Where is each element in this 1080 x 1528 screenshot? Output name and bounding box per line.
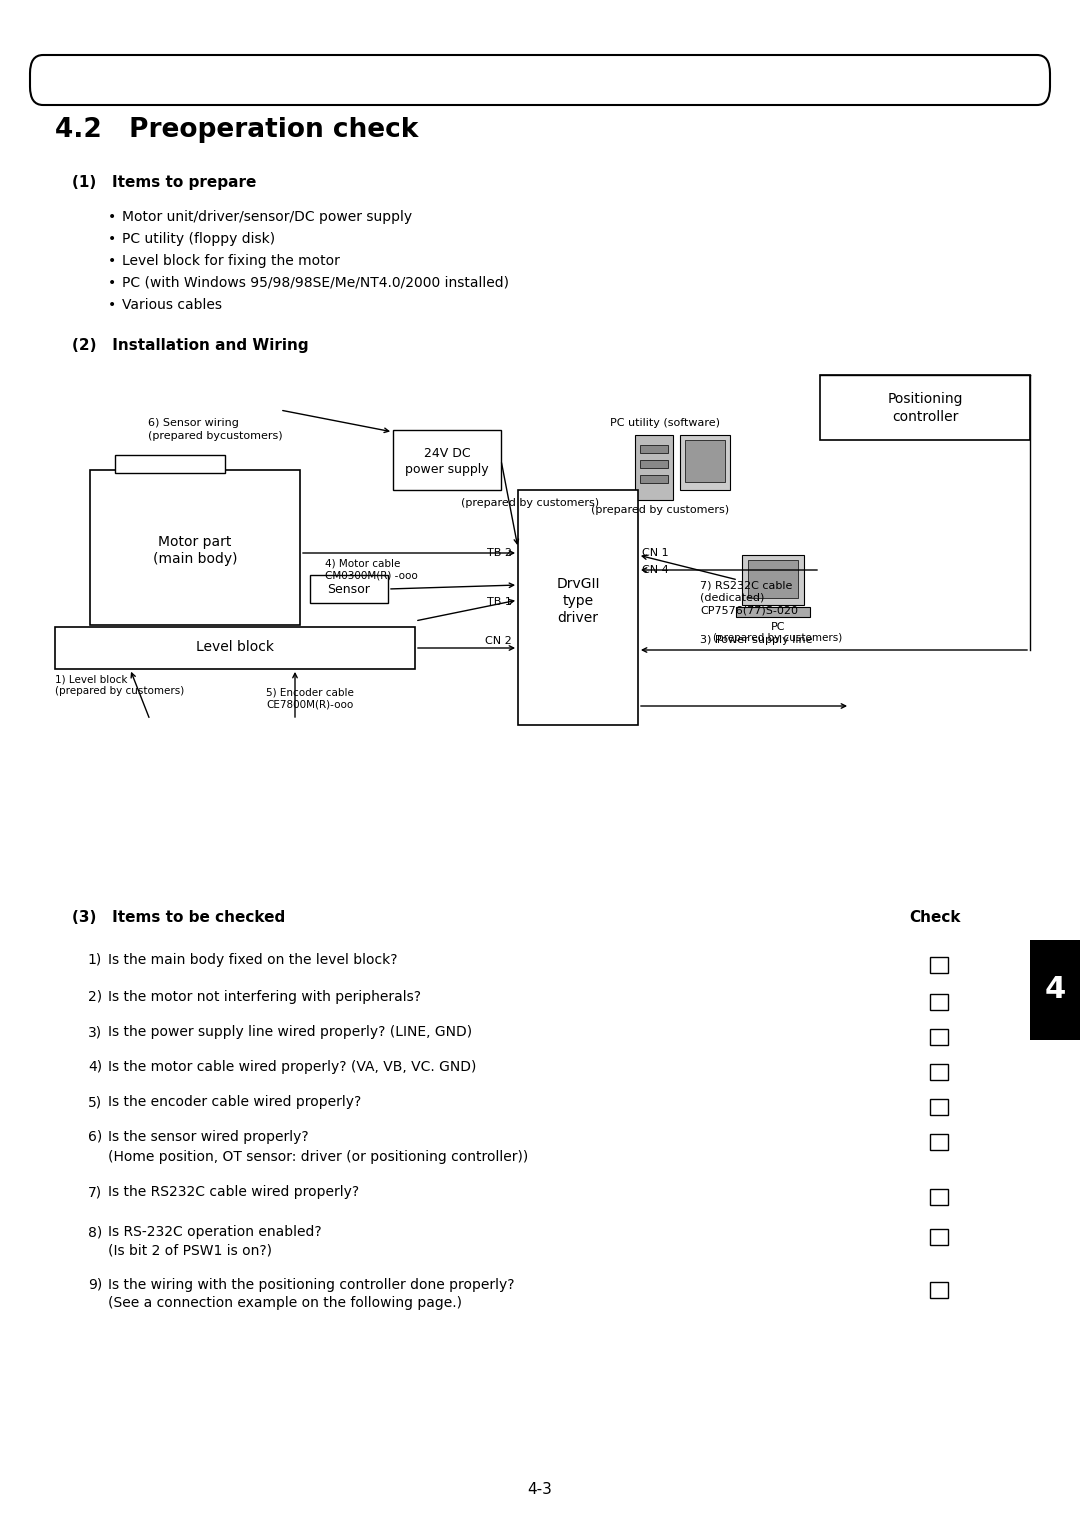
Text: PC utility (software): PC utility (software) [610, 419, 720, 428]
Text: PC (with Windows 95/98/98SE/Me/NT4.0/2000 installed): PC (with Windows 95/98/98SE/Me/NT4.0/200… [122, 277, 509, 290]
Text: •: • [108, 232, 117, 246]
Text: •: • [108, 254, 117, 267]
Text: Is RS-232C operation enabled?: Is RS-232C operation enabled? [108, 1225, 322, 1239]
Bar [640, 475, 669, 483]
Text: 5) Encoder cable: 5) Encoder cable [266, 688, 354, 698]
Bar [930, 995, 948, 1010]
Text: 4-3: 4-3 [527, 1482, 553, 1497]
Text: 1) Level block: 1) Level block [55, 674, 127, 685]
Bar [310, 575, 388, 604]
Text: 3): 3) [87, 1025, 102, 1039]
Text: Is the motor not interfering with peripherals?: Is the motor not interfering with periph… [108, 990, 421, 1004]
Text: (See a connection example on the following page.): (See a connection example on the followi… [108, 1296, 462, 1309]
Text: Is the RS232C cable wired properly?: Is the RS232C cable wired properly? [108, 1186, 360, 1199]
Text: 7) RS232C cable: 7) RS232C cable [700, 581, 793, 590]
Text: 4.2   Preoperation check: 4.2 Preoperation check [55, 118, 418, 144]
Bar [640, 460, 669, 468]
Text: Is the sensor wired properly?: Is the sensor wired properly? [108, 1131, 309, 1144]
Text: Level block for fixing the motor: Level block for fixing the motor [122, 254, 340, 267]
Bar [820, 374, 1030, 440]
Text: DrvGII: DrvGII [556, 578, 599, 591]
Bar [635, 435, 673, 500]
Bar [1030, 940, 1080, 1041]
Bar [90, 471, 300, 625]
Text: CP7576(77)S-020: CP7576(77)S-020 [700, 607, 798, 616]
Text: (1)   Items to prepare: (1) Items to prepare [72, 176, 256, 189]
Text: PC utility (floppy disk): PC utility (floppy disk) [122, 232, 275, 246]
Text: CN 4: CN 4 [642, 565, 669, 575]
Text: (prepared by customers): (prepared by customers) [714, 633, 842, 643]
Text: Is the motor cable wired properly? (VA, VB, VC. GND): Is the motor cable wired properly? (VA, … [108, 1060, 476, 1074]
Text: (3)   Items to be checked: (3) Items to be checked [72, 911, 285, 924]
Bar [685, 440, 725, 481]
Text: 6) Sensor wiring: 6) Sensor wiring [148, 419, 239, 428]
Text: 6): 6) [87, 1131, 102, 1144]
Text: Motor unit/driver/sensor/DC power supply: Motor unit/driver/sensor/DC power supply [122, 209, 413, 225]
Text: driver: driver [557, 611, 598, 625]
Text: TB 1: TB 1 [487, 597, 512, 607]
Text: 4: 4 [1044, 975, 1066, 1004]
Bar [930, 1099, 948, 1115]
Bar [930, 1189, 948, 1206]
Bar [930, 1229, 948, 1245]
Text: 4) Motor cable: 4) Motor cable [325, 558, 401, 568]
Text: 24V DC: 24V DC [423, 448, 470, 460]
Text: (prepared by customers): (prepared by customers) [591, 504, 729, 515]
Text: CN 1: CN 1 [642, 549, 669, 558]
Bar [930, 1063, 948, 1080]
Bar [930, 1134, 948, 1151]
Text: •: • [108, 277, 117, 290]
Text: (main body): (main body) [152, 552, 238, 565]
Text: 9): 9) [87, 1277, 102, 1293]
Text: Is the wiring with the positioning controller done properly?: Is the wiring with the positioning contr… [108, 1277, 514, 1293]
Text: Motor part: Motor part [159, 535, 232, 549]
Text: type: type [563, 594, 594, 608]
Text: 4): 4) [87, 1060, 102, 1074]
Text: (dedicated): (dedicated) [700, 593, 765, 604]
Text: CM0300M(R) -ooo: CM0300M(R) -ooo [325, 570, 418, 581]
Text: Sensor: Sensor [327, 584, 370, 596]
Text: Check: Check [909, 911, 961, 924]
Text: 5): 5) [87, 1096, 102, 1109]
Bar [393, 429, 501, 490]
Bar [742, 555, 804, 605]
Text: (prepared by customers): (prepared by customers) [461, 498, 599, 507]
Text: 7): 7) [87, 1186, 102, 1199]
Text: PC: PC [771, 622, 785, 633]
Bar [930, 1028, 948, 1045]
Text: 8): 8) [87, 1225, 102, 1239]
Text: (Home position, OT sensor: driver (or positioning controller)): (Home position, OT sensor: driver (or po… [108, 1151, 528, 1164]
Text: •: • [108, 209, 117, 225]
FancyBboxPatch shape [30, 55, 1050, 105]
Text: Level block: Level block [195, 640, 274, 654]
Bar [114, 455, 225, 474]
Text: 2): 2) [87, 990, 102, 1004]
Text: Various cables: Various cables [122, 298, 222, 312]
Text: power supply: power supply [405, 463, 489, 477]
Text: controller: controller [892, 410, 958, 423]
Bar [55, 626, 415, 669]
Text: (prepared bycustomers): (prepared bycustomers) [148, 431, 283, 442]
Text: (Is bit 2 of PSW1 is on?): (Is bit 2 of PSW1 is on?) [108, 1242, 272, 1258]
Text: 1): 1) [87, 953, 102, 967]
Text: (prepared by customers): (prepared by customers) [55, 686, 185, 695]
Text: 3) Power supply line: 3) Power supply line [700, 636, 812, 645]
Text: CE7800M(R)-ooo: CE7800M(R)-ooo [267, 700, 353, 711]
Text: CN 2: CN 2 [485, 636, 512, 646]
Bar [640, 445, 669, 452]
Text: (2)   Installation and Wiring: (2) Installation and Wiring [72, 338, 309, 353]
Bar [930, 957, 948, 973]
Bar [930, 1282, 948, 1297]
Text: Is the main body fixed on the level block?: Is the main body fixed on the level bloc… [108, 953, 397, 967]
Text: Is the power supply line wired properly? (LINE, GND): Is the power supply line wired properly?… [108, 1025, 472, 1039]
Bar [518, 490, 638, 724]
Bar [680, 435, 730, 490]
Bar [748, 559, 798, 597]
Text: Positioning: Positioning [888, 393, 962, 406]
Text: TB 2: TB 2 [487, 549, 512, 558]
Text: •: • [108, 298, 117, 312]
Bar [735, 607, 810, 617]
Text: Is the encoder cable wired properly?: Is the encoder cable wired properly? [108, 1096, 361, 1109]
